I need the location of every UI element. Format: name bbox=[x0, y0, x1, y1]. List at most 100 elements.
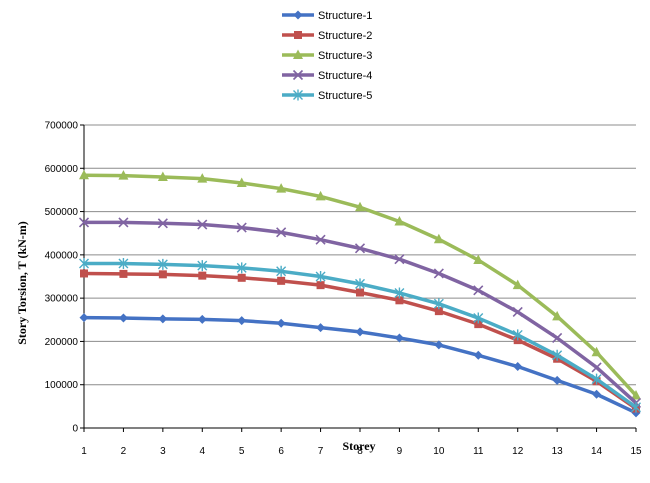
x-tick-label: 9 bbox=[397, 446, 403, 457]
data-point bbox=[631, 401, 641, 413]
data-point bbox=[293, 10, 303, 20]
data-point bbox=[78, 217, 90, 228]
data-point bbox=[79, 169, 89, 180]
data-point bbox=[157, 258, 168, 270]
data-point bbox=[433, 268, 444, 279]
data-point bbox=[592, 389, 602, 399]
x-tick-label: 6 bbox=[278, 446, 284, 457]
x-tick-label: 8 bbox=[357, 446, 363, 457]
data-point bbox=[473, 285, 484, 296]
y-tick-label: 500000 bbox=[45, 207, 79, 218]
data-point bbox=[198, 271, 207, 280]
data-point bbox=[315, 190, 326, 201]
data-point bbox=[293, 49, 303, 59]
data-point bbox=[237, 273, 246, 282]
data-point bbox=[512, 279, 523, 290]
data-point bbox=[157, 218, 168, 229]
data-point bbox=[433, 233, 444, 244]
y-tick-labels: 0 100000 200000 300000 400000 500000 600000 700… bbox=[45, 121, 79, 435]
data-point bbox=[236, 177, 247, 188]
data-point bbox=[434, 307, 443, 316]
data-point bbox=[355, 201, 365, 212]
data-point bbox=[118, 217, 129, 228]
data-point bbox=[158, 314, 168, 324]
x-tick-label: 2 bbox=[121, 446, 127, 457]
data-point bbox=[118, 170, 129, 180]
series-structure-4 bbox=[78, 217, 642, 408]
data-point bbox=[277, 276, 286, 285]
y-tick-label: 300000 bbox=[45, 294, 79, 305]
data-point bbox=[394, 333, 404, 343]
axes bbox=[80, 124, 637, 432]
legend-label: Structure-4 bbox=[318, 70, 372, 82]
data-point bbox=[552, 310, 563, 321]
y-tick-label: 100000 bbox=[45, 380, 79, 391]
x-tick-label: 12 bbox=[512, 446, 524, 457]
data-point bbox=[316, 323, 326, 333]
data-point bbox=[237, 316, 247, 326]
data-point bbox=[294, 31, 302, 39]
data-point bbox=[473, 254, 484, 265]
data-point bbox=[512, 306, 523, 318]
data-point bbox=[552, 375, 562, 385]
x-tick-label: 14 bbox=[591, 446, 603, 457]
y-tick-label: 700000 bbox=[45, 121, 79, 132]
data-point bbox=[79, 258, 89, 270]
data-point bbox=[513, 362, 523, 372]
x-tick-label: 13 bbox=[552, 446, 564, 457]
data-point bbox=[118, 258, 129, 270]
legend-item: Structure-3 bbox=[282, 49, 372, 62]
legend-item: Structure-2 bbox=[282, 30, 372, 42]
data-point bbox=[119, 269, 128, 278]
x-tick-label: 5 bbox=[239, 446, 245, 457]
series-structure-3 bbox=[79, 169, 641, 400]
data-point bbox=[158, 270, 167, 279]
data-point bbox=[552, 332, 563, 344]
data-point bbox=[395, 296, 404, 305]
y-tick-label: 200000 bbox=[45, 337, 79, 348]
data-point bbox=[591, 373, 602, 385]
legend-label: Structure-2 bbox=[318, 30, 372, 42]
x-tick-label: 11 bbox=[473, 446, 484, 457]
data-point bbox=[552, 349, 563, 361]
legend-item: Structure-5 bbox=[282, 89, 372, 102]
data-point bbox=[197, 219, 208, 230]
data-point bbox=[197, 260, 208, 272]
data-point bbox=[276, 227, 287, 238]
data-point bbox=[474, 320, 483, 329]
data-point bbox=[236, 262, 247, 274]
y-axis-title: Story Torsion, T (kN-m) bbox=[15, 221, 29, 345]
data-point bbox=[355, 327, 365, 337]
data-point bbox=[434, 340, 444, 350]
series-structure-5 bbox=[79, 258, 641, 413]
x-tick-label: 10 bbox=[433, 446, 445, 457]
data-point bbox=[197, 173, 208, 183]
x-axis-title: Storey bbox=[342, 439, 375, 453]
legend-label: Structure-1 bbox=[318, 10, 372, 22]
data-point bbox=[315, 234, 326, 245]
x-tick-label: 7 bbox=[318, 446, 324, 457]
series-structure-1 bbox=[79, 313, 641, 418]
data-point bbox=[292, 69, 304, 81]
x-tick-labels: 1 2 3 4 5 6 7 8 9 10 11 12 13 14 15 bbox=[81, 446, 642, 457]
data-point bbox=[394, 254, 405, 265]
x-tick-label: 4 bbox=[200, 446, 206, 457]
data-point bbox=[356, 288, 364, 297]
x-tick-label: 15 bbox=[630, 446, 642, 457]
data-point bbox=[118, 313, 128, 323]
legend-label: Structure-3 bbox=[318, 50, 372, 62]
y-tick-label: 400000 bbox=[45, 250, 79, 261]
data-point bbox=[473, 350, 483, 360]
data-point bbox=[293, 89, 303, 101]
data-point bbox=[276, 183, 287, 193]
data-point bbox=[236, 222, 247, 233]
data-point bbox=[591, 362, 602, 373]
legend-item: Structure-1 bbox=[282, 10, 372, 22]
y-tick-label: 600000 bbox=[45, 164, 79, 175]
data-point bbox=[197, 314, 207, 324]
data-point bbox=[276, 265, 287, 277]
grid-lines bbox=[84, 124, 636, 386]
data-point bbox=[512, 329, 523, 341]
x-tick-label: 1 bbox=[81, 446, 87, 457]
